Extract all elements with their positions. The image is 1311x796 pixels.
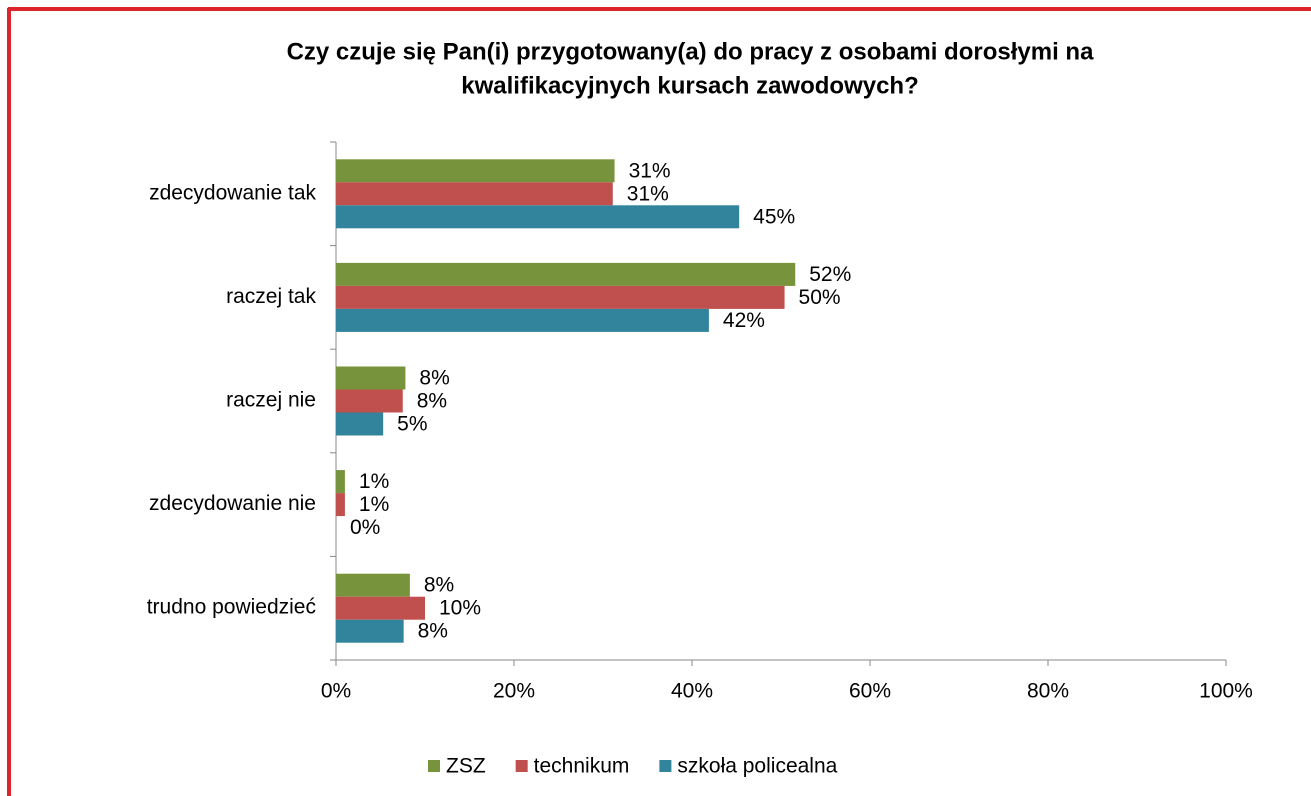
bar [336, 619, 404, 643]
data-label: 8% [417, 390, 447, 413]
x-tick-label: 80% [1027, 680, 1069, 703]
data-label: 42% [723, 309, 765, 332]
legend-swatch [659, 760, 672, 772]
data-label: 8% [418, 620, 448, 643]
y-tick-label: raczej nie [226, 389, 316, 412]
bar [336, 205, 740, 229]
bar [336, 389, 403, 413]
bar [336, 159, 615, 183]
legend-label: technikum [534, 755, 630, 778]
data-label: 31% [629, 159, 671, 182]
bar [336, 573, 410, 597]
bar [336, 366, 406, 390]
data-label: 45% [753, 205, 795, 228]
y-tick-label: raczej tak [226, 285, 316, 308]
bar [336, 308, 709, 332]
data-label: 1% [359, 470, 389, 493]
bar [336, 285, 785, 309]
chart-title: kwalifikacyjnych kursach zawodowych? [461, 72, 919, 99]
bar [336, 262, 796, 286]
x-tick-label: 100% [1199, 680, 1253, 703]
x-tick-label: 60% [849, 680, 891, 703]
bar [336, 412, 384, 436]
legend-swatch [428, 760, 440, 772]
data-label: 0% [350, 516, 380, 539]
data-label: 10% [439, 597, 481, 620]
bar [336, 182, 613, 206]
data-label: 52% [809, 263, 851, 286]
y-tick-label: zdecydowanie nie [149, 492, 316, 515]
legend-label: ZSZ [446, 755, 486, 778]
data-label: 8% [419, 367, 449, 390]
bar [336, 596, 425, 620]
legend-swatch [515, 760, 528, 772]
data-label: 5% [397, 413, 427, 436]
data-label: 31% [627, 182, 669, 205]
x-tick-label: 20% [493, 680, 535, 703]
data-label: 1% [359, 493, 389, 516]
bar [336, 493, 345, 517]
data-label: 50% [799, 286, 841, 309]
y-tick-label: zdecydowanie tak [149, 181, 316, 204]
chart-title: Czy czuje się Pan(i) przygotowany(a) do … [287, 38, 1094, 65]
data-label: 8% [424, 574, 454, 597]
legend-label: szkoła policealna [677, 755, 837, 778]
x-tick-label: 0% [321, 680, 351, 703]
x-tick-label: 40% [671, 680, 713, 703]
bar [336, 470, 345, 494]
y-tick-label: trudno powiedzieć [147, 596, 316, 619]
